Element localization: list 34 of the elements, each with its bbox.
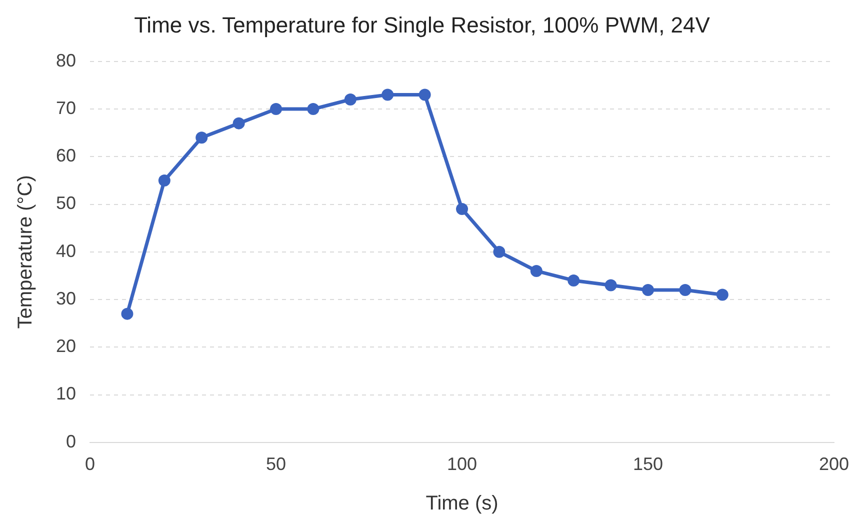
x-tick-label: 200 — [818, 454, 850, 474]
point — [456, 203, 468, 216]
point — [344, 94, 356, 106]
point — [382, 88, 394, 101]
y-tick-label: 60 — [56, 146, 76, 166]
point — [568, 274, 580, 286]
y-tick-label: 80 — [56, 50, 76, 70]
point — [530, 264, 542, 277]
point — [604, 279, 617, 292]
y-tick-label: 50 — [56, 193, 76, 214]
y-tick-label: 20 — [56, 336, 76, 356]
point — [232, 117, 245, 130]
point — [121, 308, 134, 320]
point — [196, 132, 208, 144]
y-tick-label: 0 — [66, 431, 76, 452]
point — [642, 284, 654, 296]
point — [307, 103, 320, 116]
y-axis-title: Temperature (°C) — [14, 175, 37, 329]
x-axis-title: Time (s) — [426, 492, 498, 515]
y-tick-label: 70 — [56, 98, 76, 118]
chart-title: Time vs. Temperature for Single Resistor, 100% PWM, 24V — [134, 12, 710, 38]
point — [418, 88, 431, 101]
point — [158, 174, 170, 186]
point — [493, 246, 506, 258]
y-tick-label: 40 — [56, 240, 76, 261]
y-tick-label: 10 — [56, 384, 76, 404]
x-tick-label: 50 — [266, 454, 286, 474]
point — [716, 288, 728, 301]
x-tick-label: 0 — [85, 454, 96, 474]
point — [270, 103, 282, 116]
x-tick-label: 100 — [446, 454, 478, 474]
y-tick-label: 30 — [56, 288, 76, 308]
x-tick-label: 150 — [632, 454, 664, 474]
point — [679, 284, 692, 296]
